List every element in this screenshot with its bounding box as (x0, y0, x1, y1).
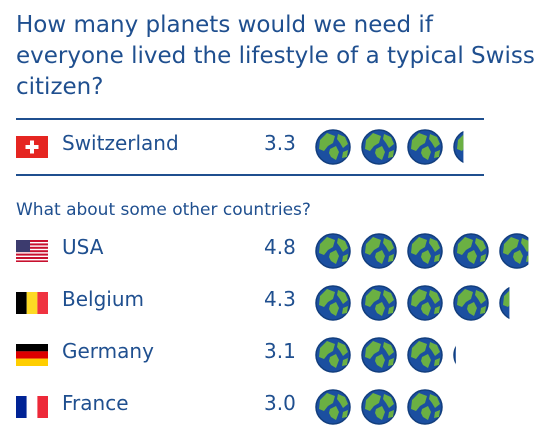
earth-globe-icon (361, 337, 397, 373)
earth-globe-icon (407, 337, 443, 373)
earth-globe-icon (499, 286, 510, 320)
globe-row (315, 233, 529, 269)
country-label: USA (62, 235, 104, 259)
belgium-flag-icon (16, 292, 48, 314)
usa-flag-icon (16, 240, 48, 262)
earth-globe-icon (453, 345, 456, 365)
earth-globe-icon (407, 233, 443, 269)
earth-globe-icon (315, 389, 351, 425)
globe-row (315, 285, 510, 321)
country-label: Germany (62, 339, 154, 363)
earth-globe-icon (407, 285, 443, 321)
earth-globe-icon (315, 129, 351, 165)
row-france: France 3.0 (0, 386, 560, 426)
value-label: 4.3 (264, 287, 296, 311)
earth-globe-icon (361, 129, 397, 165)
earth-globe-icon (453, 130, 464, 164)
globe-row (315, 389, 443, 425)
germany-flag-icon (16, 344, 48, 366)
value-label: 3.0 (264, 391, 296, 415)
earth-globe-icon (453, 233, 489, 269)
globe-row (315, 129, 464, 165)
row-belgium: Belgium 4.3 (0, 282, 560, 322)
top-divider (16, 118, 484, 120)
earth-globe-icon (315, 337, 351, 373)
earth-globe-icon (361, 285, 397, 321)
section-subtitle: What about some other countries? (16, 200, 311, 220)
earth-globe-icon (315, 285, 351, 321)
country-label: France (62, 391, 129, 415)
row-switzerland: Switzerland 3.3 (0, 126, 560, 166)
country-label: Switzerland (62, 131, 179, 155)
earth-globe-icon (453, 285, 489, 321)
value-label: 3.3 (264, 131, 296, 155)
earth-globe-icon (407, 129, 443, 165)
row-germany: Germany 3.1 (0, 334, 560, 374)
earth-globe-icon (407, 389, 443, 425)
france-flag-icon (16, 396, 48, 418)
chart-title: How many planets would we need if everyo… (16, 12, 535, 100)
earth-globe-icon (499, 233, 529, 269)
earth-globe-icon (361, 389, 397, 425)
row-usa: USA 4.8 (0, 230, 560, 270)
earth-globe-icon (361, 233, 397, 269)
globe-row (315, 337, 456, 373)
bottom-divider (16, 174, 484, 176)
value-label: 3.1 (264, 339, 296, 363)
switzerland-flag-icon (16, 136, 48, 158)
country-label: Belgium (62, 287, 144, 311)
value-label: 4.8 (264, 235, 296, 259)
earth-globe-icon (315, 233, 351, 269)
